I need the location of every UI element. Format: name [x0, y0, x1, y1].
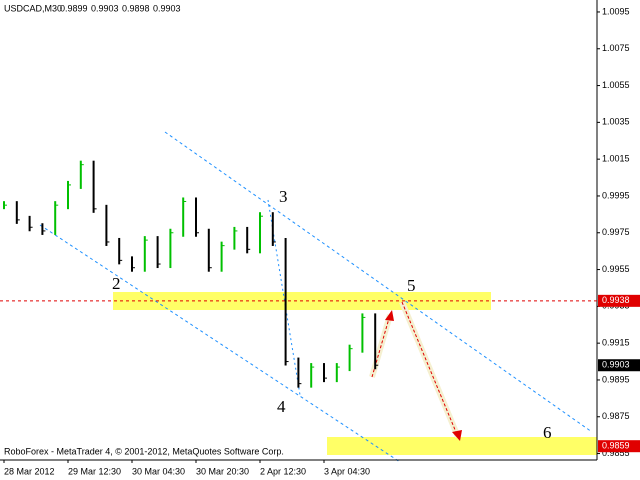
y-tick-label: 0.9915	[602, 338, 630, 348]
arrow-head	[385, 310, 394, 321]
quote-value: 0.9903	[153, 3, 181, 13]
price-tag-label: 0.9938	[602, 295, 630, 305]
price-tag	[598, 294, 640, 307]
target-zone	[327, 437, 597, 455]
y-tick-label: 0.9995	[602, 190, 630, 200]
x-tick-label: 30 Mar 04:30	[132, 466, 185, 476]
y-tick-label: 1.0095	[602, 6, 630, 16]
y-tick-label: 1.0075	[602, 43, 630, 53]
x-tick-label: 30 Mar 20:30	[196, 466, 249, 476]
wave-label: 6	[543, 423, 552, 442]
quote-value: 0.9899	[60, 3, 88, 13]
x-tick-label: 2 Apr 12:30	[260, 466, 306, 476]
y-tick-label: 0.9975	[602, 227, 630, 237]
x-tick-label: 28 Mar 2012	[4, 466, 55, 476]
wave-label: 2	[112, 274, 121, 293]
footer: RoboForex - MetaTrader 4, © 2001-2012, M…	[4, 446, 284, 456]
y-tick-label: 0.9895	[602, 374, 630, 384]
wave-label: 4	[277, 397, 286, 416]
chart-title: USDCAD,M30	[4, 3, 62, 13]
arrow-head	[452, 430, 462, 441]
wave-label: 5	[407, 276, 416, 295]
current-price-tag	[598, 359, 640, 372]
quote-value: 0.9903	[91, 3, 119, 13]
y-tick-label: 1.0055	[602, 80, 630, 90]
y-tick-label: 1.0035	[602, 117, 630, 127]
current-price-label: 0.9903	[602, 360, 630, 370]
x-tick-label: 3 Apr 04:30	[324, 466, 370, 476]
y-tick-label: 0.9855	[602, 448, 630, 458]
x-tick-label: 29 Mar 12:30	[68, 466, 121, 476]
forecast-arrow	[401, 301, 459, 438]
channel-line	[164, 131, 593, 433]
y-tick-label: 1.0015	[602, 154, 630, 164]
quote-value: 0.9898	[122, 3, 150, 13]
y-tick-label: 0.9875	[602, 411, 630, 421]
wave-label: 3	[279, 187, 288, 206]
y-tick-label: 0.9955	[602, 264, 630, 274]
price-tag-label: 0.9859	[602, 441, 630, 451]
price-tag	[598, 440, 640, 453]
